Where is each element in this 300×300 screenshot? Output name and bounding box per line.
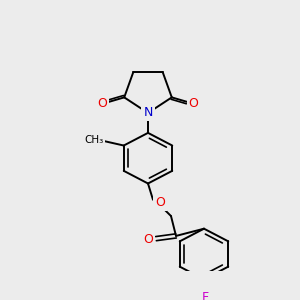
Text: F: F bbox=[201, 291, 208, 300]
Text: CH₃: CH₃ bbox=[84, 135, 104, 145]
Text: O: O bbox=[143, 233, 153, 246]
Text: O: O bbox=[189, 97, 199, 110]
Text: O: O bbox=[98, 97, 107, 110]
Text: O: O bbox=[155, 196, 165, 209]
Text: N: N bbox=[143, 106, 153, 119]
